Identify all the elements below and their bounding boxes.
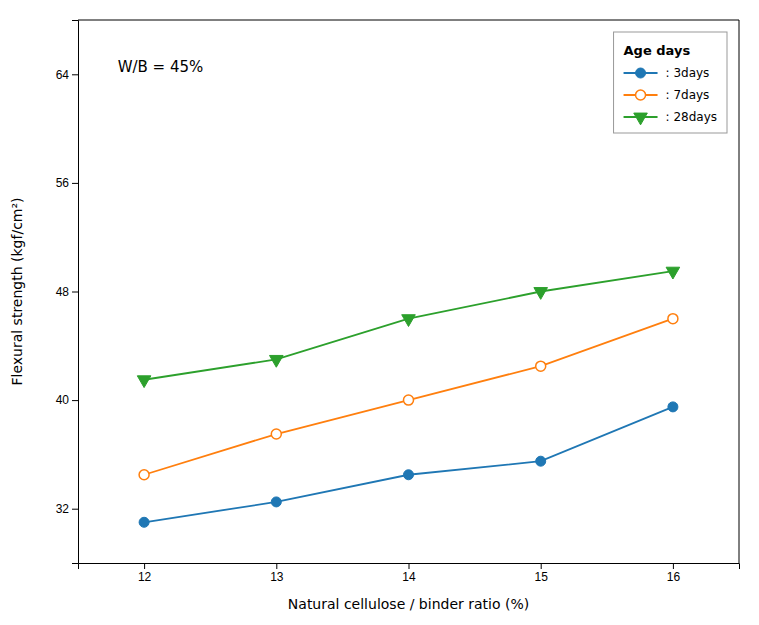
point-marker xyxy=(139,470,149,480)
legend-swatch-marker xyxy=(634,113,648,125)
chart: 12 13 14 15 16 32 40 48 56 64 W/B = 45% Age days : 3… xyxy=(0,0,759,625)
point xyxy=(668,402,678,412)
tick-mark xyxy=(673,563,674,569)
point xyxy=(402,315,416,327)
point xyxy=(404,395,414,405)
tick-mark xyxy=(144,563,145,569)
marks xyxy=(137,267,679,527)
legend-swatch-marker xyxy=(636,68,646,78)
tick-label: 48 xyxy=(56,285,70,299)
tick: 56 xyxy=(56,176,78,190)
point-marker xyxy=(137,376,151,388)
tick: 13 xyxy=(270,563,284,584)
legend-swatch-marker xyxy=(636,68,646,78)
tick: 12 xyxy=(138,563,152,584)
x-axis: 12 13 14 15 16 xyxy=(79,563,740,584)
point xyxy=(666,267,680,279)
frame xyxy=(739,20,740,563)
point-marker xyxy=(139,517,149,527)
tick: 40 xyxy=(56,393,78,407)
plot: 12 13 14 15 16 32 40 48 56 64 W/B = 45% Age days : 3… xyxy=(56,20,740,584)
y-axis-title: Flexural strength (kgf/cm²) xyxy=(9,197,25,385)
legend-title: Age days xyxy=(624,43,691,58)
series-line xyxy=(144,319,673,475)
point-marker xyxy=(668,314,678,324)
tick-mark xyxy=(409,563,410,569)
series-line xyxy=(144,271,673,380)
tick-mark xyxy=(276,563,277,569)
point-marker xyxy=(404,470,414,480)
point-marker xyxy=(271,497,281,507)
tick-mark xyxy=(72,292,78,293)
tick: 64 xyxy=(56,68,78,82)
tick-mark xyxy=(72,183,78,184)
legend-swatch-marker xyxy=(636,90,646,100)
tick-mark xyxy=(72,74,78,75)
tick: 14 xyxy=(402,563,416,584)
legend-swatch xyxy=(624,90,658,100)
tick-label: 15 xyxy=(535,570,549,584)
legend-box xyxy=(614,32,727,133)
tick-label: 56 xyxy=(56,176,70,190)
annotation: W/B = 45% xyxy=(118,58,204,76)
tick-label: 64 xyxy=(56,68,70,82)
point xyxy=(271,497,281,507)
legend-swatch xyxy=(624,68,658,78)
legend-swatch-marker xyxy=(636,90,646,100)
point xyxy=(271,429,281,439)
point-marker xyxy=(402,315,416,327)
legend: Age days : 3days : 7days : 28days xyxy=(614,32,727,133)
point xyxy=(270,355,284,367)
point xyxy=(536,456,546,466)
point xyxy=(137,376,151,388)
tick-label: 12 xyxy=(138,570,152,584)
point-marker xyxy=(536,361,546,371)
frame xyxy=(78,20,739,21)
tick-label: 14 xyxy=(402,570,416,584)
point-marker xyxy=(271,429,281,439)
tick-mark xyxy=(541,563,542,569)
series-line xyxy=(144,407,673,522)
x-axis-title: Natural cellulose / binder ratio (%) xyxy=(288,596,529,612)
tick-label: 40 xyxy=(56,393,70,407)
tick: 48 xyxy=(56,285,78,299)
legend-swatch-marker xyxy=(634,113,648,125)
legend-label: : 3days xyxy=(666,66,710,80)
point-marker xyxy=(270,355,284,367)
tick-label: 16 xyxy=(667,570,681,584)
point-marker xyxy=(666,267,680,279)
axis-line xyxy=(72,21,79,564)
point xyxy=(139,517,149,527)
tick-label: 13 xyxy=(270,570,284,584)
tick: 32 xyxy=(56,502,78,516)
point-marker xyxy=(536,456,546,466)
tick: 16 xyxy=(667,563,681,584)
point xyxy=(404,470,414,480)
axis-line xyxy=(79,564,740,570)
tick: 15 xyxy=(535,563,549,584)
tick-label: 32 xyxy=(56,502,70,516)
tick-mark xyxy=(72,509,78,510)
y-axis: 32 40 48 56 64 xyxy=(56,21,79,564)
point-marker xyxy=(668,402,678,412)
point xyxy=(534,288,548,300)
tick-mark xyxy=(72,400,78,401)
point-marker xyxy=(534,288,548,300)
point xyxy=(139,470,149,480)
point-marker xyxy=(404,395,414,405)
point xyxy=(536,361,546,371)
legend-label: : 7days xyxy=(666,88,710,102)
legend-label: : 28days xyxy=(666,110,717,124)
point xyxy=(668,314,678,324)
legend-swatch xyxy=(624,113,658,125)
